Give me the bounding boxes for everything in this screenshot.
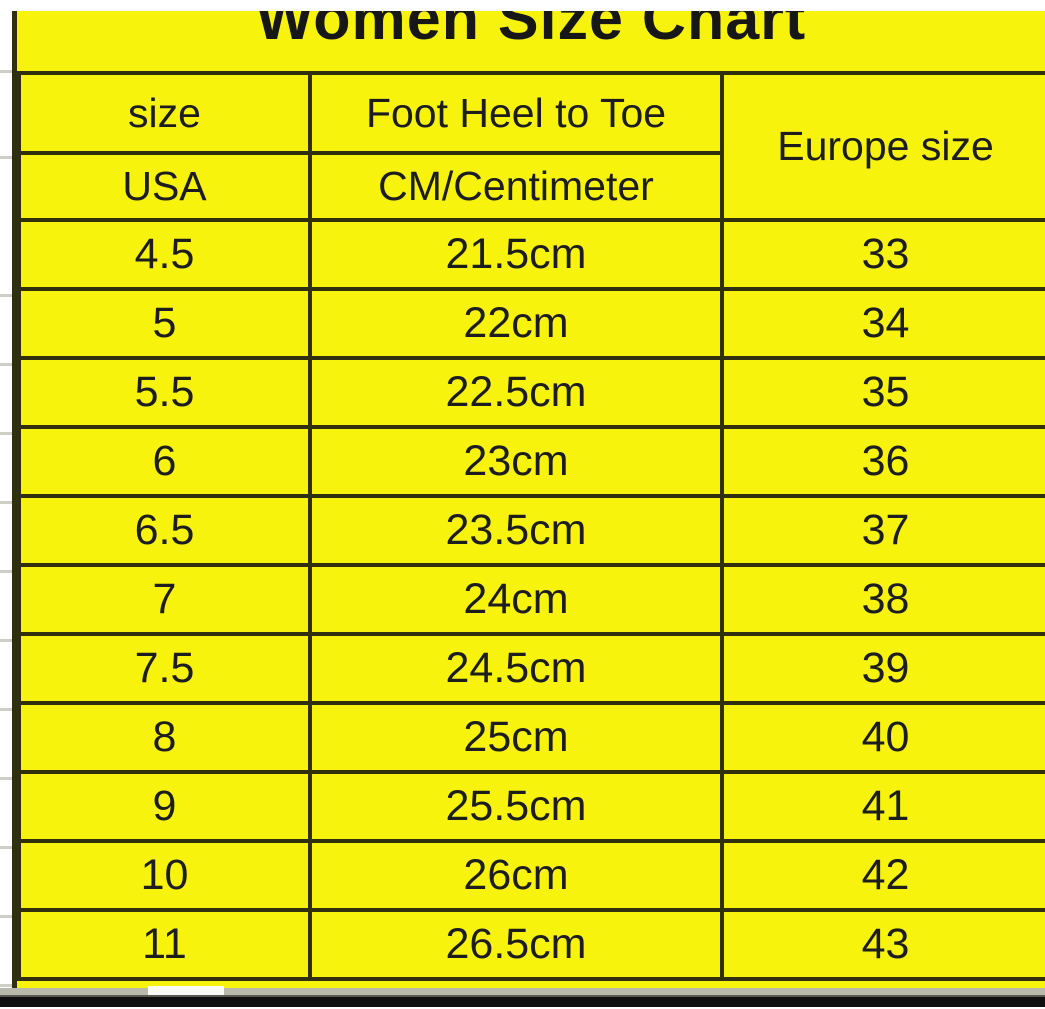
table-row: 10 26cm 42 xyxy=(17,839,1045,912)
cm-length-cell: 25.5cm xyxy=(308,770,724,843)
gridline-stubs xyxy=(0,228,12,990)
usa-size-cell: 5 xyxy=(17,287,312,360)
usa-size-cell: 10 xyxy=(17,839,312,912)
table-row: 7.5 24.5cm 39 xyxy=(17,632,1045,705)
table-row: 4.5 21.5cm 33 xyxy=(17,218,1045,291)
bottom-black-bar xyxy=(0,995,1045,1007)
europe-size-cell: 38 xyxy=(720,563,1045,636)
table-row: 11 26.5cm 43 xyxy=(17,908,1045,981)
cm-length-cell: 24.5cm xyxy=(308,632,724,705)
usa-size-cell: 7.5 xyxy=(17,632,312,705)
cm-length-cell: 23cm xyxy=(308,425,724,498)
europe-size-cell: 43 xyxy=(720,908,1045,981)
europe-size-cell: 39 xyxy=(720,632,1045,705)
header-row-2: USA CM/Centimeter xyxy=(17,151,1045,222)
size-table: size Foot Heel to Toe Europe size USA CM… xyxy=(17,71,1045,981)
usa-size-cell: 11 xyxy=(17,908,312,981)
usa-size-cell: 8 xyxy=(17,701,312,774)
table-row: 6 23cm 36 xyxy=(17,425,1045,498)
cm-length-cell: 22cm xyxy=(308,287,724,360)
europe-size-cell: 34 xyxy=(720,287,1045,360)
cm-length-cell: 24cm xyxy=(308,563,724,636)
gridline-stub xyxy=(0,156,12,159)
table-row: 9 25.5cm 41 xyxy=(17,770,1045,843)
header-row-1: size Foot Heel to Toe Europe size xyxy=(17,71,1045,222)
bottom-white-notch xyxy=(148,986,224,995)
chart-title: Women Size Chart xyxy=(255,11,807,52)
table-row: 5.5 22.5cm 35 xyxy=(17,356,1045,429)
bottom-white-edge xyxy=(0,1007,1045,1009)
europe-size-cell: 33 xyxy=(720,218,1045,291)
cm-length-cell: 25cm xyxy=(308,701,724,774)
cm-length-cell: 26cm xyxy=(308,839,724,912)
europe-size-cell: 36 xyxy=(720,425,1045,498)
usa-size-cell: 4.5 xyxy=(17,218,312,291)
table-row: 5 22cm 34 xyxy=(17,287,1045,360)
size-chart-sheet: Women Size Chart size Foot Heel to Toe E… xyxy=(12,11,1045,988)
usa-size-cell: 7 xyxy=(17,563,312,636)
europe-size-cell: 41 xyxy=(720,770,1045,843)
bottom-border-gap xyxy=(0,988,1045,995)
usa-size-cell: 6 xyxy=(17,425,312,498)
header-size: size xyxy=(17,71,312,155)
cm-length-cell: 26.5cm xyxy=(308,908,724,981)
usa-size-cell: 6.5 xyxy=(17,494,312,567)
usa-size-cell: 9 xyxy=(17,770,312,843)
cm-length-cell: 22.5cm xyxy=(308,356,724,429)
gridline-stub xyxy=(0,70,12,73)
cm-length-cell: 23.5cm xyxy=(308,494,724,567)
europe-size-cell: 37 xyxy=(720,494,1045,567)
table-row: 6.5 23.5cm 37 xyxy=(17,494,1045,567)
europe-size-cell: 35 xyxy=(720,356,1045,429)
cm-length-cell: 21.5cm xyxy=(308,218,724,291)
table-row: 7 24cm 38 xyxy=(17,563,1045,636)
header-cm: CM/Centimeter xyxy=(308,151,724,222)
usa-size-cell: 5.5 xyxy=(17,356,312,429)
header-foot-length: Foot Heel to Toe xyxy=(308,71,724,155)
europe-size-cell: 42 xyxy=(720,839,1045,912)
header-usa: USA xyxy=(17,151,312,222)
title-band: Women Size Chart xyxy=(17,11,1045,71)
europe-size-cell: 40 xyxy=(720,701,1045,774)
table-row: 8 25cm 40 xyxy=(17,701,1045,774)
header-europe-size: Europe size xyxy=(720,71,1045,222)
top-white-crop-strip xyxy=(0,0,1045,11)
